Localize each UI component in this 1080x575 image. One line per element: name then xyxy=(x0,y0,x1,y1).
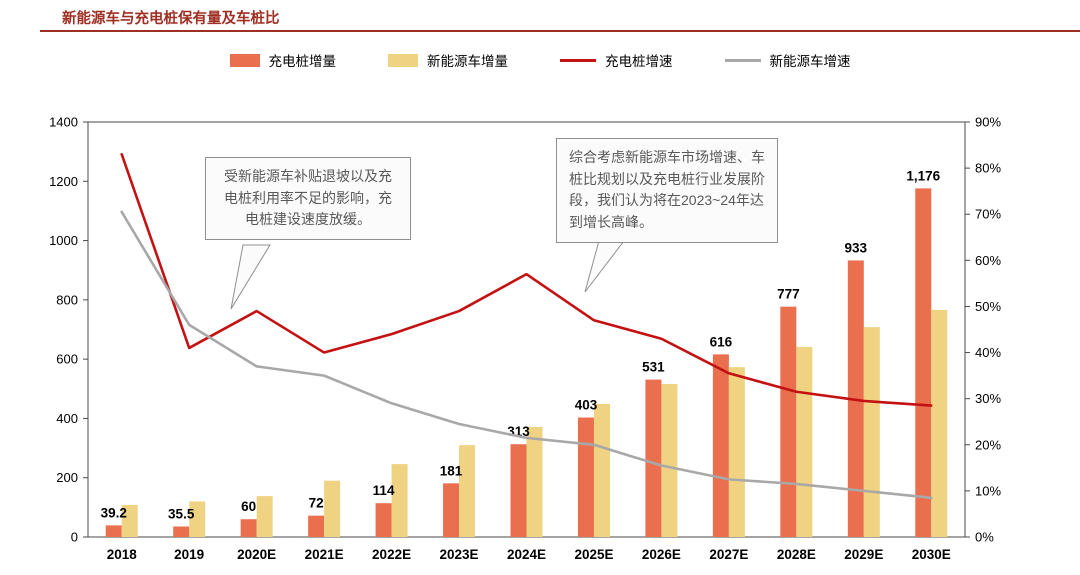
x-axis-category-label: 2019 xyxy=(174,547,204,562)
legend-label: 充电桩增量 xyxy=(268,54,337,69)
bar-charging-pile-increment xyxy=(645,379,662,537)
x-axis-category-label: 2021E xyxy=(305,547,344,562)
bar-nev-increment xyxy=(189,501,206,537)
right-axis-tick-label: 90% xyxy=(975,115,1001,130)
bar-data-label: 933 xyxy=(845,240,868,255)
bar-charging-pile-increment xyxy=(780,306,797,537)
left-axis-tick-label: 0 xyxy=(71,530,78,545)
bar-nev-increment xyxy=(661,384,678,537)
legend-swatch-bar-yellow xyxy=(388,53,418,67)
bar-data-label: 403 xyxy=(575,398,598,413)
bar-data-label: 1,176 xyxy=(906,168,940,183)
left-axis-tick-label: 1200 xyxy=(49,174,78,189)
page-title: 新能源车与充电桩保有量及车桩比 xyxy=(62,11,280,27)
x-axis-category-label: 2028E xyxy=(777,547,816,562)
bar-data-label: 39.2 xyxy=(101,505,127,520)
x-axis-category-label: 2029E xyxy=(844,547,883,562)
bar-charging-pile-increment xyxy=(712,354,729,537)
annotation-text: 综合考虑新能源车市场增速、车桩比规划以及充电桩行业发展阶段，我们认为将在2023… xyxy=(569,149,765,231)
legend-item-charging-pile-growth: 充电桩增速 xyxy=(560,50,673,70)
bar-nev-increment xyxy=(728,367,745,537)
bar-charging-pile-increment xyxy=(375,503,392,537)
bar-data-label: 35.5 xyxy=(168,506,195,521)
left-axis-tick-label: 1400 xyxy=(49,115,78,130)
x-axis-category-label: 2030E xyxy=(912,547,951,562)
bar-data-label: 531 xyxy=(642,360,665,375)
left-axis-tick-label: 800 xyxy=(56,292,78,307)
bar-data-label: 60 xyxy=(241,499,256,514)
bar-nev-increment xyxy=(121,504,138,537)
bar-nev-increment xyxy=(526,427,543,537)
legend-item-nev-growth: 新能源车增速 xyxy=(724,50,851,70)
right-axis-tick-label: 30% xyxy=(975,391,1001,406)
x-axis-category-label: 2022E xyxy=(372,547,411,562)
x-axis-category-label: 2027E xyxy=(709,547,748,562)
annotation-subsidy-slowdown: 受新能源车补贴退坡以及充电桩利用率不足的影响，充电桩建设速度放缓。 xyxy=(205,157,411,241)
right-axis-tick-label: 40% xyxy=(975,345,1001,360)
bar-charging-pile-increment xyxy=(308,515,325,537)
legend-swatch-line-gray xyxy=(724,58,761,62)
line-nev-growth xyxy=(120,210,933,500)
left-axis-tick-label: 1000 xyxy=(49,233,78,248)
x-axis-category-label: 2025E xyxy=(574,547,613,562)
title-underline xyxy=(40,30,1080,32)
right-axis-tick-label: 20% xyxy=(975,437,1001,452)
x-axis-category-label: 2024E xyxy=(507,547,546,562)
x-axis-category-label: 2023E xyxy=(440,547,479,562)
bar-nev-increment xyxy=(796,346,813,537)
right-axis-tick-label: 70% xyxy=(975,207,1001,222)
legend-label: 新能源车增量 xyxy=(427,54,508,69)
legend: 充电桩增量 新能源车增量 充电桩增速 新能源车增速 xyxy=(0,50,1080,70)
annotation-pointer-left xyxy=(230,244,271,310)
legend-swatch-bar-orange xyxy=(229,53,260,67)
bar-data-label: 72 xyxy=(309,496,324,511)
left-axis-tick-label: 400 xyxy=(56,411,78,426)
bar-nev-increment xyxy=(324,480,341,537)
legend-swatch-line-red xyxy=(560,58,596,62)
bar-charging-pile-increment xyxy=(915,188,932,537)
left-axis-tick-label: 200 xyxy=(56,470,78,485)
legend-item-charging-pile-increment: 充电桩增量 xyxy=(229,50,337,70)
annotation-pointer-right xyxy=(584,236,629,293)
bar-data-label: 181 xyxy=(440,463,463,478)
x-axis-category-label: 2018 xyxy=(107,547,138,562)
bar-charging-pile-increment xyxy=(443,483,460,537)
bar-nev-increment xyxy=(459,445,476,537)
legend-item-nev-increment: 新能源车增量 xyxy=(388,50,508,70)
bar-charging-pile-increment xyxy=(105,525,122,537)
bar-nev-increment xyxy=(931,309,948,537)
right-axis-tick-label: 50% xyxy=(975,299,1001,314)
legend-label: 新能源车增速 xyxy=(769,54,851,69)
annotation-growth-peak: 综合考虑新能源车市场增速、车桩比规划以及充电桩行业发展阶段，我们认为将在2023… xyxy=(556,138,778,243)
bar-nev-increment xyxy=(391,464,408,537)
right-axis-tick-label: 80% xyxy=(975,161,1001,176)
bar-charging-pile-increment xyxy=(173,526,190,537)
bar-nev-increment xyxy=(863,327,880,537)
bar-nev-increment xyxy=(593,403,610,537)
x-axis-category-label: 2020E xyxy=(237,547,276,562)
left-axis-tick-label: 600 xyxy=(56,352,78,367)
bar-nev-increment xyxy=(256,496,273,537)
bar-charging-pile-increment xyxy=(240,519,257,537)
bar-charging-pile-increment xyxy=(577,417,594,537)
right-axis-tick-label: 0% xyxy=(975,530,994,545)
bar-data-label: 114 xyxy=(373,483,395,498)
annotation-text: 受新能源车补贴退坡以及充电桩利用率不足的影响，充电桩建设速度放缓。 xyxy=(224,168,392,228)
bar-data-label: 777 xyxy=(777,287,800,302)
combo-chart: 0 200 400 600 800 1000 1200 1400 0% 10% 20% 30% 40% 5… xyxy=(49,115,1001,563)
line-charging-pile-growth xyxy=(120,152,933,407)
bar-charging-pile-increment xyxy=(510,444,527,537)
x-axis-category-label: 2026E xyxy=(642,547,681,562)
legend-label: 充电桩增速 xyxy=(605,54,673,69)
bar-data-label: 616 xyxy=(710,334,733,349)
right-axis-tick-label: 10% xyxy=(975,483,1001,498)
right-axis-tick-label: 60% xyxy=(975,253,1001,268)
